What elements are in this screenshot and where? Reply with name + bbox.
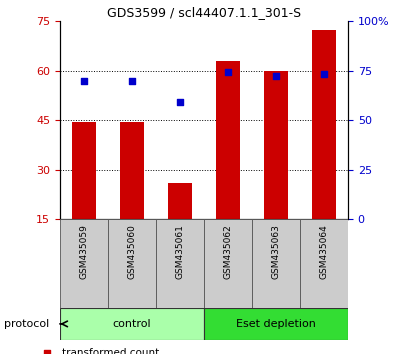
Text: protocol: protocol <box>4 319 49 329</box>
Point <box>81 78 87 84</box>
Bar <box>60 219 108 308</box>
Point <box>225 70 231 75</box>
Bar <box>120 122 144 219</box>
Point <box>44 350 50 354</box>
Title: GDS3599 / scl44407.1.1_301-S: GDS3599 / scl44407.1.1_301-S <box>107 6 301 19</box>
Text: GSM435060: GSM435060 <box>128 224 136 279</box>
Bar <box>216 61 240 219</box>
Text: GSM435061: GSM435061 <box>176 224 184 279</box>
Text: GSM435064: GSM435064 <box>320 224 328 279</box>
Point <box>177 99 183 105</box>
Bar <box>156 219 204 308</box>
Point <box>321 71 327 77</box>
Bar <box>168 183 192 219</box>
Point <box>129 78 135 84</box>
Bar <box>300 219 348 308</box>
Bar <box>264 71 288 219</box>
Bar <box>108 219 156 308</box>
Bar <box>252 219 300 308</box>
Text: Eset depletion: Eset depletion <box>236 319 316 329</box>
Bar <box>60 308 204 340</box>
Bar <box>72 122 96 219</box>
Point <box>273 73 279 79</box>
Text: GSM435059: GSM435059 <box>80 224 88 279</box>
Bar <box>204 219 252 308</box>
Text: transformed count: transformed count <box>62 348 159 354</box>
Bar <box>204 308 348 340</box>
Bar <box>312 29 336 219</box>
Text: GSM435063: GSM435063 <box>272 224 280 279</box>
Text: GSM435062: GSM435062 <box>224 224 232 279</box>
Text: control: control <box>113 319 151 329</box>
